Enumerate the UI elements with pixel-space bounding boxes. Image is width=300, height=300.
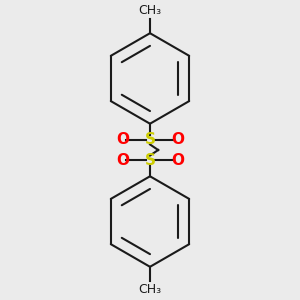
Text: S: S [145,153,155,168]
Text: O: O [171,132,184,147]
Text: O: O [116,132,129,147]
Text: S: S [145,132,155,147]
Text: CH₃: CH₃ [138,4,162,17]
Text: CH₃: CH₃ [138,283,162,296]
Text: O: O [171,153,184,168]
Text: O: O [116,153,129,168]
